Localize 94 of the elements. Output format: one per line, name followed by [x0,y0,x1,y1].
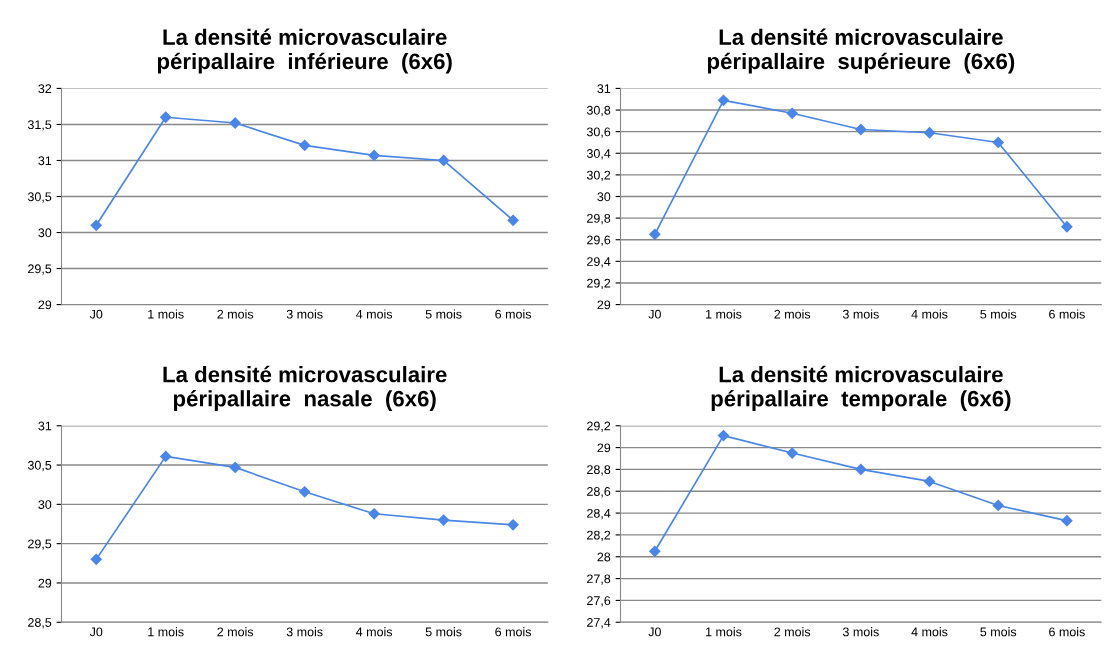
y-tick-label: 28,4 [587,508,611,520]
x-tick-label: 3 mois [286,627,323,637]
point [368,149,380,162]
point [1061,221,1073,233]
y-tick-label: 29,5 [28,539,52,550]
y-tick-label: 29 [38,300,52,310]
x-tick-label: 6 mois [495,309,532,319]
x-tick-label: 1 mois [706,627,742,637]
y-tick-label: 31 [38,421,52,431]
point [992,499,1004,512]
x-tick-label: 6 mois [495,627,532,637]
y-tick-label: 28,6 [587,487,611,498]
y-tick-label: 29 [597,443,611,453]
point [923,475,936,488]
x-tick-label: 4 mois [356,627,393,637]
x-tick-label: 5 mois [980,627,1017,637]
point [786,447,798,459]
point [855,123,867,136]
y-tick-label: 29,2 [587,278,611,290]
y-tick-label: 31 [38,156,52,166]
point [160,111,172,123]
point [90,219,102,231]
point [438,154,450,167]
y-tick-label: 29 [597,300,611,310]
x-tick-label: 4 mois [911,309,948,319]
y-tick-label: 30 [597,192,611,202]
point [368,508,380,520]
x-tick-label: J0 [89,627,103,637]
x-tick-label: 2 mois [774,627,811,637]
y-tick-label: 32 [38,84,52,94]
x-tick-label: 4 mois [356,309,393,319]
point [229,117,241,129]
y-tick-label: 29,2 [587,421,611,432]
y-tick-label: 30,8 [586,105,611,117]
chart-title: La densité microvasculaire péripallaire supérieure (6x6) [707,28,1015,74]
y-tick-label: 28,2 [587,530,611,542]
point [717,94,730,106]
y-tick-label: 30 [38,500,52,509]
chart-title: La densité microvasculaire péripallaire inférieure (6x6) [157,28,452,74]
x-tick-label: 6 mois [1049,627,1085,637]
point [923,127,936,139]
x-tick-label: 5 mois [425,309,462,319]
x-tick-label: 1 mois [148,627,184,637]
y-tick-label: 28,5 [28,618,52,629]
y-tick-label: 30,5 [27,460,52,472]
chart-title: La densité microvasculaire péripallaire nasale (6x6) [163,365,447,411]
point [299,139,311,151]
y-tick-label: 29,6 [587,235,611,246]
point [438,514,450,526]
y-tick-label: 27,4 [587,618,611,629]
y-tick-label: 28,8 [587,465,611,476]
point [229,461,241,474]
point [992,136,1004,149]
y-tick-label: 30,6 [586,127,611,138]
y-tick-label: 30 [38,228,52,238]
point [649,228,661,240]
y-tick-label: 29,4 [587,257,611,268]
x-tick-label: 2 mois [774,309,811,319]
point [786,107,798,119]
y-tick-label: 30,2 [586,170,611,182]
x-tick-label: 3 mois [842,627,879,637]
y-tick-label: 27,6 [587,596,611,607]
point [717,429,730,442]
point [299,486,311,498]
x-tick-label: J0 [648,627,661,637]
chart-title: La densité microvasculaire péripallaire temporale (6x6) [711,365,1011,411]
y-tick-label: 29,8 [587,213,611,225]
y-tick-label: 30,4 [586,149,611,160]
x-tick-label: 2 mois [217,309,254,319]
x-tick-label: 1 mois [706,309,742,319]
x-tick-label: 3 mois [286,309,323,319]
x-tick-label: 4 mois [911,627,948,637]
y-tick-label: 29 [38,578,52,588]
point [855,463,867,476]
point [507,519,519,531]
x-tick-label: 2 mois [217,627,254,637]
point [649,545,661,557]
x-tick-label: 1 mois [148,309,184,319]
x-tick-label: J0 [648,309,661,319]
x-tick-label: J0 [89,309,103,319]
point [507,214,519,226]
y-tick-label: 29,5 [28,264,52,275]
y-tick-label: 31 [597,84,611,94]
point [90,553,102,565]
y-tick-label: 30,5 [27,192,52,203]
x-tick-label: 5 mois [425,627,462,637]
y-tick-label: 31,5 [27,120,52,131]
x-tick-label: 3 mois [842,309,879,319]
x-tick-label: 5 mois [980,309,1017,319]
y-tick-label: 28 [597,552,611,562]
x-tick-label: 6 mois [1049,309,1085,319]
point [160,450,172,463]
y-tick-label: 27,8 [587,574,611,585]
point [1061,515,1073,527]
